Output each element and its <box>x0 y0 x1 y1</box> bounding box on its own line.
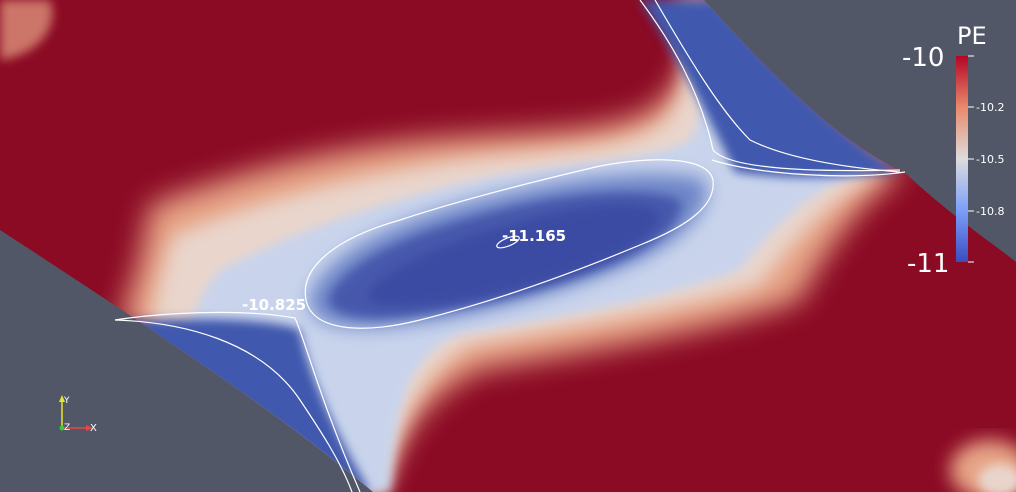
colorbar-tick-label: -10.5 <box>976 153 1004 166</box>
axis-label-x: X <box>90 423 97 434</box>
contour-left-saddle-branch <box>114 311 361 492</box>
axes-triad: Y X Z <box>59 395 97 434</box>
contour-right-edge <box>711 159 906 177</box>
contour-min-ellipse <box>496 235 520 249</box>
y-axis-arrow <box>59 395 65 402</box>
contour-left-lower-branch <box>114 319 353 492</box>
colorbar-title: PE <box>957 22 987 50</box>
colorbar-min-label: -11 <box>907 249 949 279</box>
colorbar-gradient <box>956 56 968 262</box>
contour-right-lower-branch <box>654 0 901 173</box>
axis-label-y: Y <box>63 396 70 406</box>
contour-label-saddle: -10.825 <box>242 296 306 314</box>
colorbar-max-label: -10 <box>902 43 944 73</box>
contour-central-loop <box>304 159 714 329</box>
colorbar-tick-label: -10.2 <box>976 101 1004 114</box>
colorbar-tick-label: -10.8 <box>976 205 1004 218</box>
contour-right-upper-branch <box>639 0 901 172</box>
contour-label-min: -11.165 <box>502 227 566 245</box>
axis-label-z: Z <box>64 423 70 433</box>
contour-lines <box>114 0 906 492</box>
z-axis-dot <box>59 425 65 431</box>
colorbar: PE -10 -11 -10.2 -10.5 -10.8 <box>902 22 1004 279</box>
surface-corner-patch <box>0 0 53 60</box>
x-axis-arrow <box>86 425 93 431</box>
